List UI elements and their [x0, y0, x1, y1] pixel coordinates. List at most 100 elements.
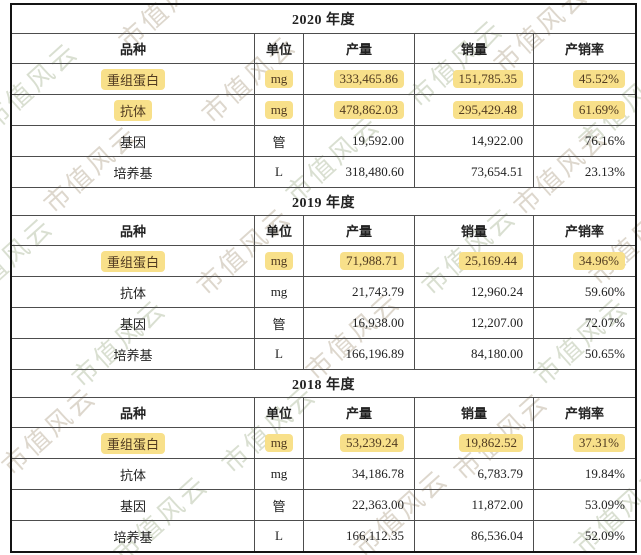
table-cell: 34,186.78 — [303, 459, 414, 489]
table-cell: 12,960.24 — [414, 277, 533, 307]
table-cell: L — [254, 157, 303, 187]
cell-value: 管 — [272, 134, 286, 150]
cell-value: 53.09% — [584, 497, 625, 512]
table-cell: 19,592.00 — [303, 126, 414, 156]
highlighted-value: 71,988.71 — [340, 252, 404, 270]
cell-value: 培养基 — [113, 165, 153, 181]
table-cell: 培养基 — [12, 521, 254, 551]
table-cell: 53,239.24 — [303, 428, 414, 458]
table-cell: 培养基 — [12, 157, 254, 187]
cell-value: 23.13% — [584, 164, 625, 179]
cell-value: 11,872.00 — [471, 497, 523, 512]
table-cell: 151,785.35 — [414, 64, 533, 94]
table-cell: 73,654.51 — [414, 157, 533, 187]
cell-value: 基因 — [119, 134, 146, 150]
table-cell: 19,862.52 — [414, 428, 533, 458]
cell-value: 培养基 — [113, 347, 153, 363]
cell-value: 72.07% — [584, 315, 625, 330]
table-cell: mg — [254, 95, 303, 125]
cell-value: 12,207.00 — [471, 315, 523, 330]
cell-value: 抗体 — [119, 285, 146, 301]
table-cell: 管 — [254, 490, 303, 520]
table-cell: 333,465.86 — [303, 64, 414, 94]
table-cell: 84,180.00 — [414, 339, 533, 369]
table-cell: 295,429.48 — [414, 95, 533, 125]
column-header: 产销率 — [533, 34, 635, 63]
table-cell: L — [254, 521, 303, 551]
column-header: 销量 — [414, 398, 533, 427]
cell-value: 84,180.00 — [471, 346, 523, 361]
highlighted-value: 478,862.03 — [333, 101, 404, 119]
cell-value: 基因 — [119, 498, 146, 514]
table-cell: 61.69% — [533, 95, 635, 125]
table-cell: 14,922.00 — [414, 126, 533, 156]
highlighted-value: 151,785.35 — [452, 70, 523, 88]
table-row: 抗体 mg 34,186.78 6,783.79 19.84% — [12, 458, 635, 489]
column-header: 产销率 — [533, 398, 635, 427]
year-header: 2019 年度 — [12, 187, 635, 215]
cell-value: L — [275, 528, 283, 543]
table-cell: 22,363.00 — [303, 490, 414, 520]
cell-value: L — [275, 164, 283, 179]
table-cell: 52.09% — [533, 521, 635, 551]
cell-value: 19,592.00 — [352, 133, 404, 148]
table-cell: 管 — [254, 308, 303, 338]
table-cell: 59.60% — [533, 277, 635, 307]
highlighted-value: 19,862.52 — [459, 434, 523, 452]
highlighted-value: 重组蛋白 — [100, 68, 165, 90]
cell-value: 管 — [272, 498, 286, 514]
cell-value: 318,480.60 — [345, 164, 405, 179]
table-cell: mg — [254, 428, 303, 458]
highlighted-value: mg — [264, 252, 294, 270]
cell-value: 16,938.00 — [352, 315, 404, 330]
highlighted-value: 333,465.86 — [333, 70, 404, 88]
table-row: 抗体 mg 478,862.03 295,429.48 61.69% — [12, 94, 635, 125]
column-header: 产量 — [303, 398, 414, 427]
highlighted-value: 25,169.44 — [459, 252, 523, 270]
cell-value: 52.09% — [584, 528, 625, 543]
column-header: 产量 — [303, 34, 414, 63]
column-header: 单位 — [254, 398, 303, 427]
highlighted-value: mg — [264, 70, 294, 88]
table-cell: 基因 — [12, 126, 254, 156]
table-cell: 管 — [254, 126, 303, 156]
table-row: 基因 管 22,363.00 11,872.00 53.09% — [12, 489, 635, 520]
table-cell: L — [254, 339, 303, 369]
table-cell: mg — [254, 277, 303, 307]
table-cell: 71,988.71 — [303, 246, 414, 276]
table-cell: 72.07% — [533, 308, 635, 338]
cell-value: 管 — [272, 316, 286, 332]
column-header-row: 品种 单位 产量 销量 产销率 — [12, 33, 635, 63]
column-header: 品种 — [119, 42, 146, 57]
highlighted-value: 295,429.48 — [452, 101, 523, 119]
table-cell: 37.31% — [533, 428, 635, 458]
cell-value: 基因 — [119, 316, 146, 332]
table-cell: 培养基 — [12, 339, 254, 369]
cell-value: 抗体 — [119, 467, 146, 483]
column-header: 品种 — [119, 224, 146, 239]
cell-value: 14,922.00 — [471, 133, 523, 148]
cell-value: mg — [270, 284, 288, 299]
cell-value: 76.16% — [584, 133, 625, 148]
cell-value: 166,196.89 — [345, 346, 405, 361]
highlighted-value: mg — [264, 434, 294, 452]
table-cell: 抗体 — [12, 95, 254, 125]
table-row: 培养基 L 166,112.35 86,536.04 52.09% — [12, 520, 635, 551]
table-cell: 318,480.60 — [303, 157, 414, 187]
highlighted-value: mg — [264, 101, 294, 119]
cell-value: 22,363.00 — [352, 497, 404, 512]
highlighted-value: 45.52% — [572, 70, 625, 88]
table-row: 抗体 mg 21,743.79 12,960.24 59.60% — [12, 276, 635, 307]
highlighted-value: 重组蛋白 — [100, 250, 165, 272]
table-cell: 478,862.03 — [303, 95, 414, 125]
table-cell: 21,743.79 — [303, 277, 414, 307]
column-header: 销量 — [414, 216, 533, 245]
cell-value: 19.84% — [584, 466, 625, 481]
table-cell: 76.16% — [533, 126, 635, 156]
column-header: 单位 — [254, 216, 303, 245]
production-sales-table: 2020 年度 品种 单位 产量 销量 产销率 重组蛋白 mg 333,465.86 151,78… — [10, 3, 637, 553]
cell-value: 86,536.04 — [471, 528, 523, 543]
table-cell: 166,112.35 — [303, 521, 414, 551]
year-header: 2018 年度 — [12, 369, 635, 397]
